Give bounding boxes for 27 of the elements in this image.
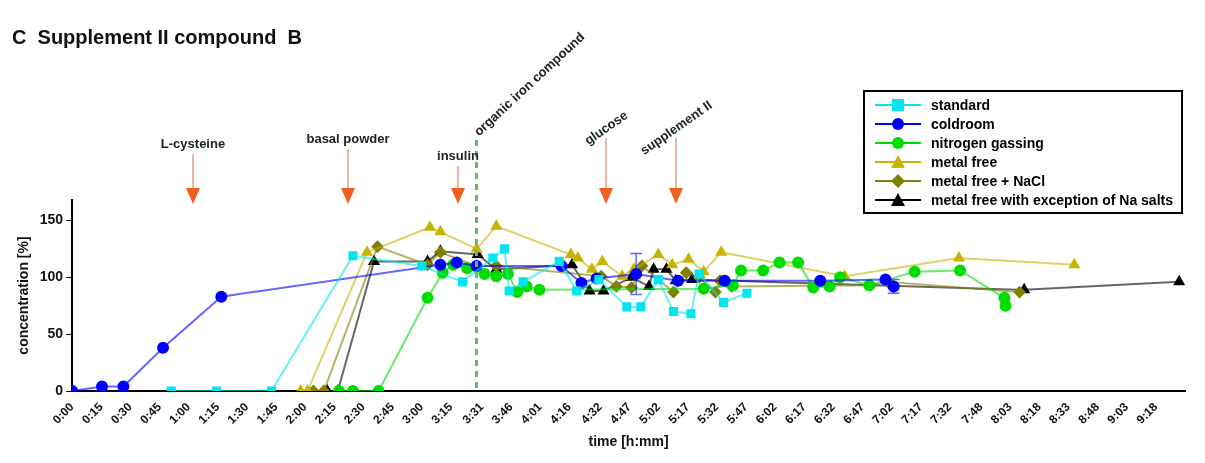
x-tick-label: 6:32 [811,399,839,427]
y-tick-label: 50 [47,325,64,342]
x-tick-label: 7:48 [958,399,986,427]
legend-label: coldroom [931,115,995,132]
y-tick-label: 0 [55,381,64,398]
x-tick-label: 7:02 [869,399,897,427]
legend-label: metal free with exception of Na salts [931,191,1173,208]
x-tick-label: 6:02 [752,399,780,427]
text: insulin [437,148,479,163]
x-tick-label: 4:16 [546,399,575,427]
y-tick-label: 150 [39,211,64,228]
x-tick-label: 0:00 [49,399,77,427]
text: basal powder [306,131,390,146]
legend-label: standard [931,96,991,113]
x-tick-label: 4:01 [517,399,545,427]
x-tick-label: 0:30 [107,399,136,427]
chart-title: C Supplement II compound B [12,25,302,48]
legend-label: metal free + NaCl [931,172,1046,189]
x-tick-label: 7:32 [927,399,955,427]
y-axis-title: concentration [%] [15,236,32,355]
x-axis-title: time [h:mm] [588,433,669,450]
x-tick-label: 4:32 [577,399,606,427]
x-tick-label: 9:18 [1133,399,1161,427]
legend-label: nitrogen gassing [931,134,1044,151]
y-tick-label: 100 [39,268,64,285]
legend-label: metal free [931,153,998,170]
text: L-cysteine [160,136,226,151]
